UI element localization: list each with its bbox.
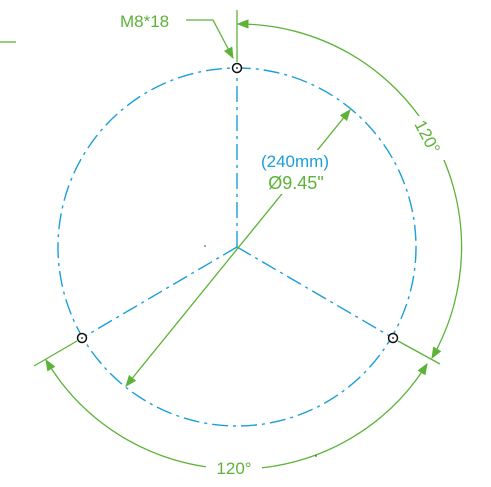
centerline-right	[236, 246, 394, 339]
bolt-hole-top	[231, 62, 243, 74]
extension-line-left	[33, 340, 78, 367]
center-dot	[204, 245, 206, 247]
bolt-leader-line	[186, 19, 234, 60]
angle-arc-bottom	[45, 358, 428, 470]
diameter-inch-label: Ø9.45"	[268, 173, 323, 193]
bolt-hole-right	[387, 332, 399, 344]
stray-dot	[315, 455, 317, 457]
bolt-hole-left	[76, 332, 88, 344]
angle-label-bottom: 120°	[216, 459, 251, 478]
extension-line-right	[397, 340, 441, 365]
centerline-left	[81, 246, 238, 339]
diameter-mm-label: (240mm)	[261, 152, 329, 171]
bolt-size-label: M8*18	[120, 12, 169, 31]
